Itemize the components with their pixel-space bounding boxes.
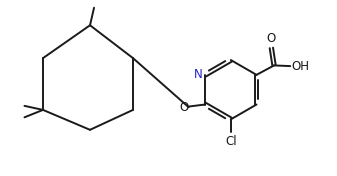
Text: O: O [180,101,189,114]
Text: O: O [267,32,276,45]
Text: OH: OH [292,60,310,73]
Text: Cl: Cl [225,134,237,147]
Text: N: N [194,68,203,81]
